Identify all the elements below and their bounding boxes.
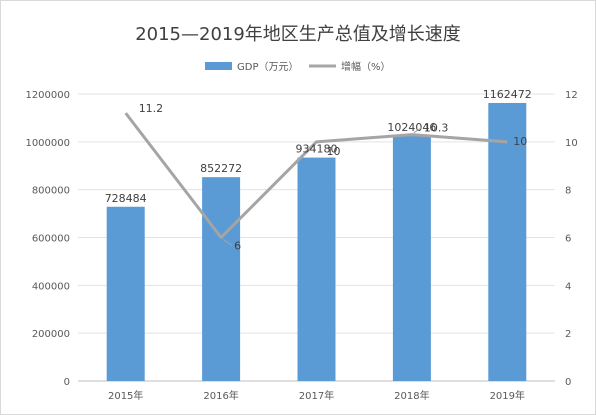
legend: GDP（万元） 增幅（%） [205,60,391,73]
gdp-bar [488,102,527,381]
growth-data-label: 6 [234,240,241,253]
legend-label-gdp: GDP（万元） [237,61,298,73]
gdp-data-label: 934180 [296,143,338,156]
right-axis-tick-label: 8 [565,186,571,197]
growth-line [124,112,508,239]
growth-data-label: 11.2 [139,102,164,115]
right-axis-tick-label: 10 [565,138,578,149]
bar-series [106,102,527,381]
x-axis-ticks: 2015年 2016年 2017年 2018年 2019年 [108,389,525,402]
left-axis-tick-label: 600000 [32,234,70,245]
line-series [124,112,508,239]
left-axis-tick-label: 800000 [32,186,70,197]
left-axis-tick-label: 0 [64,377,70,388]
chart-title: 2015—2019年地区生产总值及增长速度 [135,24,461,45]
gdp-data-label: 1024046 [387,121,436,134]
x-axis-tick-label: 2015年 [108,389,143,402]
growth-data-label: 10 [327,145,341,158]
x-axis-tick-label: 2019年 [490,389,525,402]
gdp-bar [106,206,145,381]
legend-swatch-gdp [205,62,232,70]
right-axis-ticks: 0 2 4 6 8 10 12 [565,90,578,388]
gdp-bar [202,177,241,381]
growth-label-leader [413,127,423,134]
legend-label-growth: 增幅（%） [341,60,391,73]
right-axis-tick-label: 12 [565,90,578,101]
right-axis-tick-label: 2 [565,329,571,340]
growth-label-leader [222,239,233,246]
gdp-bar [392,136,431,381]
data-labels: 728484 852272 934180 1024046 1162472 11.2 6 10 1… [105,88,532,253]
right-axis-tick-label: 6 [565,234,571,245]
x-axis-tick-label: 2018年 [394,389,429,402]
x-axis-tick-label: 2017年 [299,389,334,402]
gdp-bar [297,157,336,381]
gdp-data-label: 1162472 [483,88,532,101]
left-axis-tick-label: 1000000 [25,138,70,149]
x-axis-tick-label: 2016年 [203,389,238,402]
left-axis-tick-label: 1200000 [25,90,70,101]
right-axis-tick-label: 0 [565,377,571,388]
left-axis-ticks: 0 200000 400000 600000 800000 1000000 1200000 [25,90,70,388]
right-axis-tick-label: 4 [565,281,571,292]
growth-data-label: 10.3 [424,122,449,135]
left-axis-tick-label: 400000 [32,281,70,292]
growth-data-label: 10 [513,135,527,148]
gdp-data-label: 728484 [105,192,147,205]
gdp-data-label: 852272 [200,162,242,175]
left-axis-tick-label: 200000 [32,329,70,340]
